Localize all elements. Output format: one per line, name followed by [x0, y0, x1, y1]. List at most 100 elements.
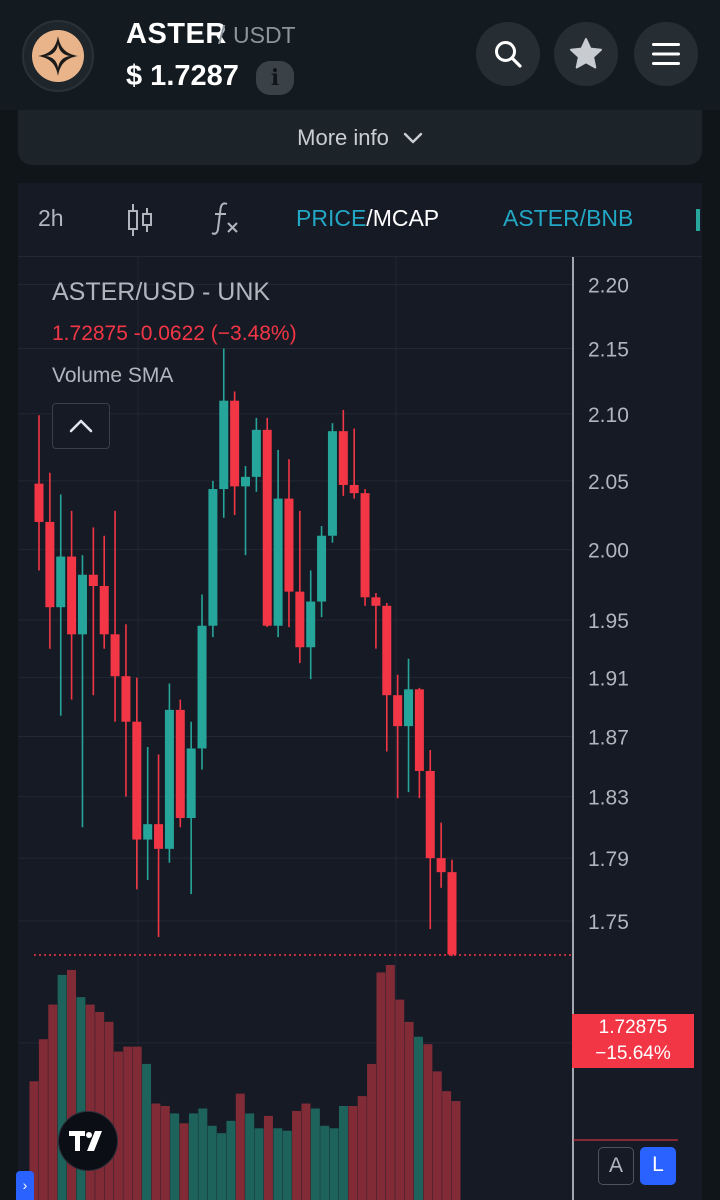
volume-bar	[67, 969, 77, 1200]
more-info-toggle[interactable]: More info	[18, 110, 702, 165]
menu-button[interactable]	[634, 22, 698, 86]
candle-body	[295, 591, 305, 648]
y-axis-tick-label: 2.10	[588, 404, 629, 427]
chart-scroll-handle[interactable]: ›	[16, 1171, 34, 1200]
y-axis-tick-label: 2.20	[588, 275, 629, 298]
pair-switch-button[interactable]: ASTER/BNB	[503, 205, 634, 231]
candle-body	[67, 556, 77, 635]
current-price: $ 1.7287	[126, 60, 239, 92]
app-header: ASTER / USDT $ 1.7287 i	[0, 0, 720, 110]
volume-bar	[188, 1113, 198, 1200]
candle-body	[404, 689, 414, 727]
volume-bar	[160, 1106, 170, 1200]
candle-body	[219, 400, 229, 490]
candle-body	[393, 695, 403, 727]
volume-bar	[338, 1106, 348, 1200]
volume-bar	[38, 1039, 48, 1200]
candle-body	[414, 689, 424, 771]
candle-body	[338, 431, 348, 485]
last-price-change: −15.64%	[595, 1043, 671, 1064]
candle-body	[164, 709, 174, 849]
y-axis-tick-label: 1.79	[588, 848, 629, 871]
auto-scale-button[interactable]: A	[598, 1147, 634, 1185]
volume-bar	[179, 1123, 189, 1200]
candle-body	[306, 601, 316, 648]
volume-bar	[442, 1091, 452, 1200]
candle-body	[175, 709, 185, 819]
legend-symbol: ASTER/USD - UNK	[52, 278, 271, 306]
volume-bar	[348, 1106, 358, 1200]
volume-bar	[254, 1128, 264, 1200]
candle-body	[132, 721, 142, 840]
candle-body	[230, 400, 240, 487]
volume-bar	[413, 1036, 423, 1200]
volume-bar	[301, 1103, 311, 1200]
y-axis-tick-label: 1.91	[588, 668, 629, 691]
candle-body	[327, 431, 337, 536]
candle-body	[45, 521, 55, 608]
y-axis-tick-label: 2.05	[588, 471, 629, 494]
candle-body	[447, 872, 457, 955]
fx-icon[interactable]	[210, 199, 242, 239]
candle-body	[371, 597, 381, 606]
volume-bar	[113, 1051, 123, 1200]
more-info-label: More info	[297, 124, 389, 150]
volume-bar	[95, 1012, 105, 1200]
favorite-button[interactable]	[554, 22, 618, 86]
chevron-up-icon	[69, 419, 93, 433]
candle-body	[436, 858, 446, 873]
volume-bar	[273, 1128, 283, 1200]
legend-collapse-button[interactable]	[52, 403, 110, 449]
candle-body	[349, 484, 359, 494]
volume-bar	[292, 1110, 302, 1200]
candle-body	[273, 498, 283, 626]
y-axis-tick-label: 2.15	[588, 338, 629, 361]
volume-bar	[198, 1108, 208, 1200]
volume-bar	[282, 1130, 292, 1200]
chart-panel: 2h PRICE/MCAP ASTER/BNB 2.252.202.152.10…	[16, 183, 702, 1200]
volume-bar	[104, 1021, 114, 1200]
volume-bar	[226, 1120, 236, 1200]
candle-body	[186, 748, 196, 819]
info-icon[interactable]: i	[256, 61, 294, 95]
candle-body	[360, 493, 370, 598]
volume-bar	[132, 1046, 142, 1200]
y-axis-tick-label: 1.83	[588, 787, 629, 810]
interval-button[interactable]: 2h	[38, 205, 64, 231]
volume-bar	[432, 1071, 442, 1200]
candle-body	[121, 676, 131, 722]
volume-bar	[423, 1044, 433, 1200]
candle-body	[317, 535, 327, 602]
pair-separator: /	[218, 20, 226, 50]
y-axis-tick-label: 2.00	[588, 540, 629, 563]
tradingview-logo-icon[interactable]	[58, 1111, 118, 1171]
legend-volume: Volume SMA	[52, 364, 174, 387]
y-axis-tick-label: 1.75	[588, 911, 629, 934]
search-button[interactable]	[476, 22, 540, 86]
candle-body	[251, 429, 261, 477]
chevron-down-icon	[403, 132, 423, 143]
candle-body	[110, 634, 120, 677]
candle-body	[154, 824, 164, 849]
volume-bar	[385, 965, 395, 1200]
volume-bar	[376, 972, 386, 1200]
log-scale-button[interactable]: L	[640, 1147, 676, 1185]
toolbar-overflow-item[interactable]	[696, 209, 700, 231]
candle-body	[197, 625, 207, 749]
pair-quote: USDT	[233, 22, 296, 48]
candle-body	[99, 585, 109, 635]
volume-bar	[235, 1093, 245, 1200]
volume-bar	[151, 1103, 161, 1200]
candles-icon[interactable]	[126, 202, 154, 238]
price-label: PRICE	[296, 205, 367, 231]
candle-body	[77, 574, 87, 635]
candlestick-chart[interactable]: 2.252.202.152.102.052.001.951.911.871.83…	[18, 257, 702, 1200]
candle-body	[241, 476, 250, 487]
volume-bar	[57, 974, 67, 1200]
volume-bar	[207, 1125, 217, 1200]
volume-bar	[367, 1063, 377, 1200]
candle-body	[284, 498, 294, 592]
price-mcap-toggle[interactable]: PRICE/MCAP	[296, 205, 439, 232]
mcap-label: MCAP	[372, 205, 440, 231]
menu-icon	[652, 43, 680, 65]
